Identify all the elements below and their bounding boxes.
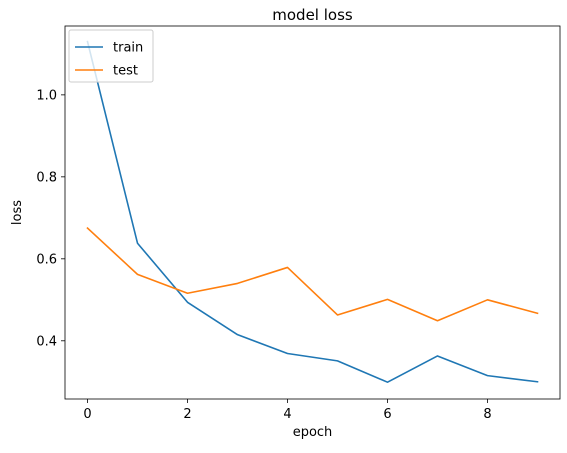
x-axis-label: epoch: [293, 425, 333, 440]
chart-title: model loss: [272, 6, 353, 24]
axes-frame: [64, 25, 561, 400]
y-axis-ticks: 0.4 0.6 0.8 1.0: [36, 88, 65, 349]
legend-label-test: test: [113, 64, 138, 79]
y-axis-label: loss: [10, 200, 25, 225]
x-tick-label: 4: [283, 407, 291, 422]
y-tick-label: 1.0: [36, 88, 57, 103]
x-axis-ticks: 0 2 4 6 8: [83, 399, 492, 422]
y-tick-label: 0.4: [36, 334, 57, 349]
y-tick-label: 0.6: [36, 252, 57, 267]
plot-area: [65, 26, 560, 399]
series-layer: [86, 40, 539, 383]
legend-box: [68, 29, 154, 83]
series-line-test: [86, 226, 539, 322]
x-tick-label: 6: [383, 407, 391, 422]
x-tick-label: 2: [183, 407, 191, 422]
x-tick-label: 8: [483, 407, 491, 422]
legend: train test: [68, 29, 154, 83]
legend-label-train: train: [113, 41, 143, 56]
series-line-train: [86, 40, 539, 383]
x-tick-label: 0: [83, 407, 91, 422]
y-tick-label: 0.8: [36, 170, 57, 185]
